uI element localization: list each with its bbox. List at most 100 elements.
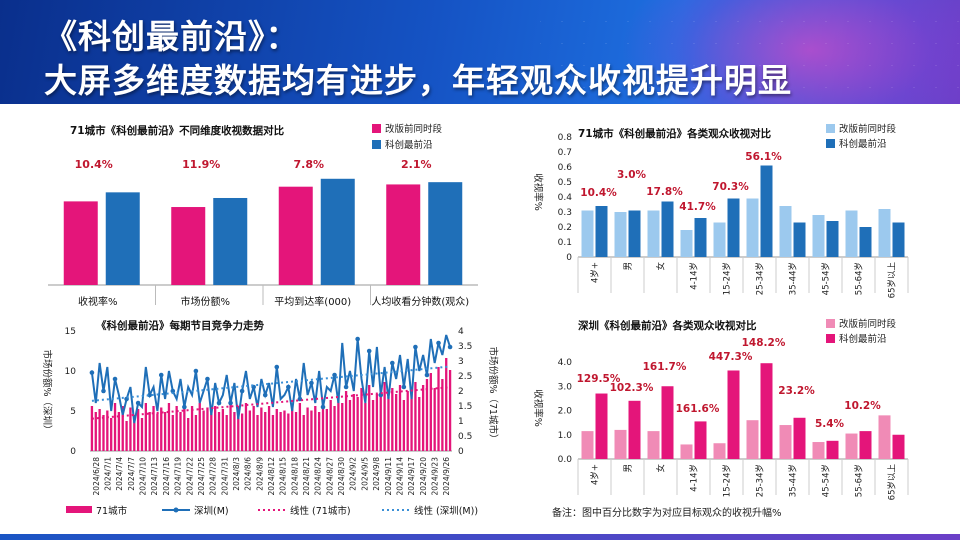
chart4-category-label-6: 35-44岁 xyxy=(788,464,799,497)
chart3-date-label-6: 2024/7/16 xyxy=(162,457,171,496)
chart4-category-label-4: 15-24岁 xyxy=(722,464,733,497)
chart1-category-label-2: 平均到达率(000) xyxy=(274,295,351,308)
chart3-bar-74 xyxy=(375,394,379,451)
chart1-legend-label-0: 改版前同时段 xyxy=(385,123,443,135)
chart2-bar-before-9 xyxy=(878,209,891,257)
chart3-date-label-11: 2024/7/31 xyxy=(220,457,229,496)
chart3-bar-51 xyxy=(287,413,290,451)
chart3-bar-90 xyxy=(437,367,440,451)
chart2-category-label-7: 45-54岁 xyxy=(821,262,832,295)
chart3-bar-71 xyxy=(364,403,367,451)
chart3-bar-78 xyxy=(391,388,394,451)
chart3-bar-46 xyxy=(267,406,271,451)
chart1-legend-label-1: 科创最前沿 xyxy=(385,139,433,151)
chart4-bar-before-6 xyxy=(779,425,792,459)
chart3-date-label-19: 2024/8/24 xyxy=(314,457,323,496)
chart2-data-label-3: 41.7% xyxy=(679,201,716,213)
chart3-bar-20 xyxy=(167,403,171,451)
chart4-data-label-6: 23.2% xyxy=(778,385,815,397)
chart2-data-label-2: 17.8% xyxy=(646,186,683,198)
chart3-ytick-right-0: 0 xyxy=(458,447,464,457)
chart3-point-63 xyxy=(332,372,337,378)
chart3-date-label-28: 2024/9/20 xyxy=(419,457,428,496)
chart3-bar-82 xyxy=(406,391,409,451)
chart1-category-label-1: 市场份额% xyxy=(180,295,230,308)
chart2-bar-after-3 xyxy=(694,218,707,257)
chart3-bar-44 xyxy=(260,407,263,451)
chart3-date-label-7: 2024/7/19 xyxy=(174,457,183,496)
chart3-bar-3 xyxy=(102,415,105,451)
chart2-category-label-4: 15-24岁 xyxy=(722,262,733,295)
chart3-bar-55 xyxy=(302,415,305,451)
chart3-date-label-20: 2024/8/27 xyxy=(325,457,334,496)
chart3-bar-31 xyxy=(210,413,213,451)
chart4-legend-label-1: 科创最前沿 xyxy=(839,333,887,345)
chart4-ytick-2: 2.0 xyxy=(558,407,573,417)
chart1-data-label-1: 11.9% xyxy=(182,158,220,171)
chart3-bar-27 xyxy=(194,415,198,451)
chart2-legend-label-0: 改版前同时段 xyxy=(839,123,897,135)
chart4-bar-before-9 xyxy=(878,415,891,459)
chart3-ytick-right-2: 1 xyxy=(458,417,464,427)
chart4-bar-before-4 xyxy=(713,443,726,459)
chart3-bar-87 xyxy=(425,379,429,451)
chart3-bar-21 xyxy=(171,415,174,451)
chart3-bar-37 xyxy=(233,412,236,451)
chart3-point-24 xyxy=(182,404,187,410)
chart2-category-label-1: 男 xyxy=(624,262,634,271)
page-title-line2: 大屏多维度数据均有进步，年轻观众收视提升明显 xyxy=(44,61,792,100)
chart4-ylabel: 收视率% xyxy=(532,389,544,427)
chart3-bar-73 xyxy=(371,400,375,451)
chart3-bar-85 xyxy=(418,397,421,451)
chart4-ytick-4: 4.0 xyxy=(558,358,573,368)
chart2-legend-label-1: 科创最前沿 xyxy=(839,138,887,150)
chart3-date-label-9: 2024/7/25 xyxy=(197,457,206,496)
chart1-legend-swatch-1 xyxy=(372,140,381,149)
chart3-bar-6 xyxy=(113,403,117,451)
chart3-bar-65 xyxy=(341,403,344,451)
chart3-date-label-1: 2024/7/1 xyxy=(104,457,113,491)
chart3-bar-32 xyxy=(214,406,217,451)
chart3-bar-49 xyxy=(279,412,282,451)
chart3-bar-91 xyxy=(441,379,444,451)
chart3-bar-88 xyxy=(429,373,432,451)
chart3-ytick-right-7: 3.5 xyxy=(458,342,472,352)
chart3-bar-12 xyxy=(136,409,140,451)
chart3-date-label-29: 2024/9/23 xyxy=(430,457,439,496)
chart3-ytick-right-3: 1.5 xyxy=(458,402,472,412)
chart4-title: 深圳《科创最前沿》各类观众收视对比 xyxy=(578,319,757,332)
chart3-bar-62 xyxy=(329,400,332,451)
chart3-date-label-30: 2024/9/26 xyxy=(442,457,451,496)
chart2-bar-before-7 xyxy=(812,215,825,257)
chart2-bar-before-0 xyxy=(581,210,594,257)
chart3-bar-47 xyxy=(271,415,275,451)
chart3-bar-15 xyxy=(148,412,151,451)
chart3-legend-marker-1 xyxy=(173,507,179,513)
chart3-bar-56 xyxy=(306,407,309,451)
chart4-legend-swatch-0 xyxy=(826,319,835,328)
chart2-bar-before-1 xyxy=(614,212,627,257)
chart3-bar-86 xyxy=(421,385,425,451)
chart3-bar-69 xyxy=(356,397,359,451)
chart3-point-84 xyxy=(413,344,418,350)
chart3-point-66 xyxy=(343,384,349,390)
chart3-bar-48 xyxy=(275,409,278,451)
chart2-bar-after-1 xyxy=(628,210,641,257)
chart3-ylabel-right: 市场份额%（71城市） xyxy=(487,346,499,443)
chart3-legend-label-0: 71城市 xyxy=(96,505,128,517)
chart3-date-label-26: 2024/9/14 xyxy=(395,457,404,496)
chart2-category-label-2: 女 xyxy=(656,262,667,271)
chart4-legend-label-0: 改版前同时段 xyxy=(839,318,897,330)
chart2-bar-after-5 xyxy=(760,165,773,257)
chart3-date-label-12: 2024/8/3 xyxy=(232,457,241,491)
chart3-point-57 xyxy=(309,380,314,386)
header-pattern xyxy=(540,0,960,104)
chart1-bar-before-1 xyxy=(171,207,206,285)
chart3-bar-60 xyxy=(321,404,325,451)
chart3-date-label-23: 2024/9/5 xyxy=(360,457,369,491)
chart3-bar-19 xyxy=(163,412,167,451)
chart3-ytick-left-0: 0 xyxy=(70,447,76,457)
chart2-bar-after-6 xyxy=(793,222,806,257)
chart4-bar-after-0 xyxy=(595,393,608,459)
chart3-point-87 xyxy=(424,372,430,378)
